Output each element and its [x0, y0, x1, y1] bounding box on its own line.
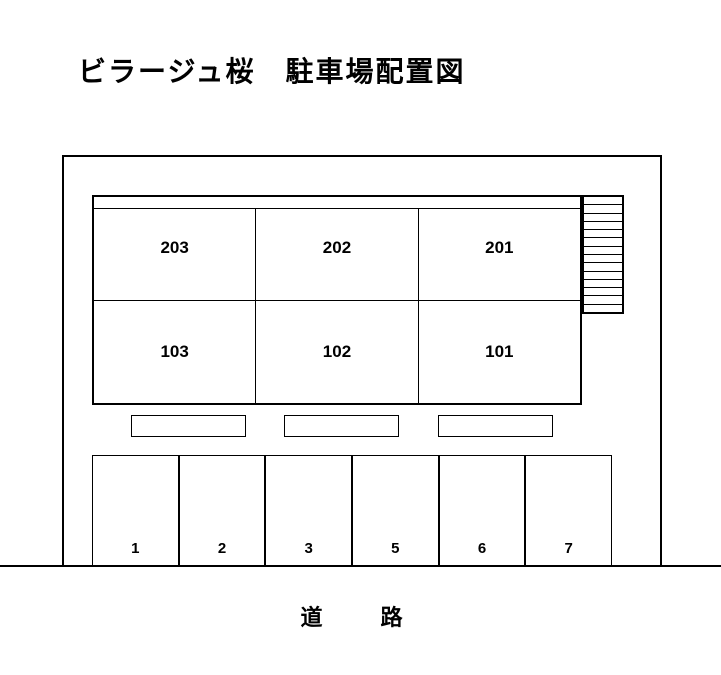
stair-step: [584, 222, 622, 230]
unit-201: 201: [419, 197, 580, 300]
unit-203: 203: [94, 197, 256, 300]
balcony: [438, 415, 553, 437]
unit-103: 103: [94, 301, 256, 404]
floor-1: 103 102 101: [94, 301, 580, 404]
balcony-row: [112, 415, 572, 437]
stair-step: [584, 255, 622, 263]
floor-2: 203 202 201: [94, 197, 580, 301]
parking-space-1: 1: [92, 456, 179, 565]
stairs: [582, 195, 624, 314]
balcony: [131, 415, 246, 437]
road-label: 道 路: [0, 600, 721, 632]
parking-row: 123567: [92, 455, 612, 565]
building-top-strip: [92, 195, 582, 209]
diagram-title: ビラージュ桜 駐車場配置図: [78, 50, 465, 90]
stair-step: [584, 296, 622, 304]
stair-step: [584, 288, 622, 296]
stair-step: [584, 272, 622, 280]
balcony: [284, 415, 399, 437]
building: 203 202 201 103 102 101: [92, 195, 582, 405]
unit-102: 102: [256, 301, 418, 404]
parking-space-3: 3: [265, 456, 352, 565]
parking-space-7: 7: [525, 456, 612, 565]
stair-step: [584, 205, 622, 213]
parking-space-5: 5: [352, 456, 439, 565]
stair-step: [584, 247, 622, 255]
stair-step: [584, 230, 622, 238]
parking-space-6: 6: [439, 456, 526, 565]
ground-line: [0, 565, 721, 567]
stair-step: [584, 280, 622, 288]
stair-step: [584, 214, 622, 222]
unit-101: 101: [419, 301, 580, 404]
stair-step: [584, 305, 622, 312]
parking-space-2: 2: [179, 456, 266, 565]
stair-step: [584, 238, 622, 246]
unit-202: 202: [256, 197, 418, 300]
stair-step: [584, 197, 622, 205]
stair-step: [584, 263, 622, 271]
